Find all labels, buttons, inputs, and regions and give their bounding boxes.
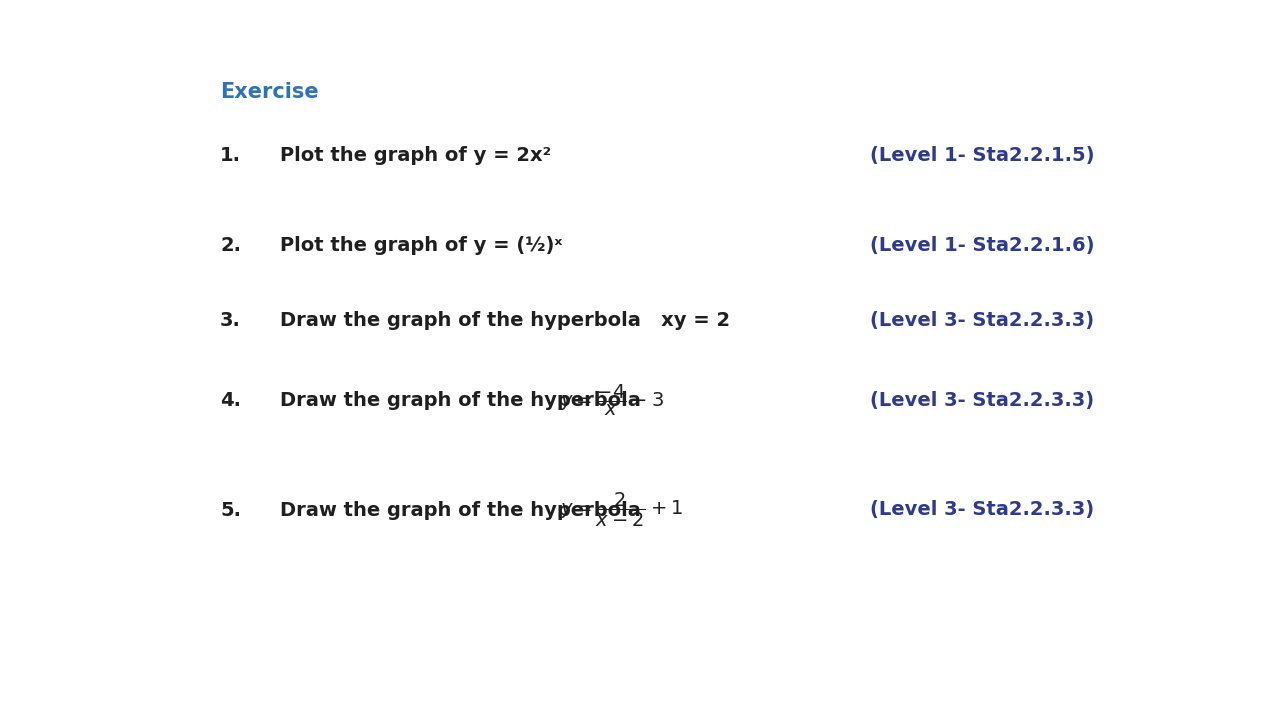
Text: (Level 3- Sta2.2.3.3): (Level 3- Sta2.2.3.3) xyxy=(870,310,1094,330)
Text: Draw the graph of the hyperbola   xy = 2: Draw the graph of the hyperbola xy = 2 xyxy=(280,310,730,330)
Text: $y=\dfrac{-4}{x}-3$: $y=\dfrac{-4}{x}-3$ xyxy=(561,382,664,418)
Text: (Level 1- Sta2.2.1.6): (Level 1- Sta2.2.1.6) xyxy=(870,235,1094,254)
Text: 5.: 5. xyxy=(220,500,241,520)
Text: 1.: 1. xyxy=(220,145,241,164)
Text: $y=\dfrac{2}{x-2}+1$: $y=\dfrac{2}{x-2}+1$ xyxy=(561,491,682,529)
Text: Draw the graph of the hyperbola: Draw the graph of the hyperbola xyxy=(280,390,641,410)
Text: (Level 1- Sta2.2.1.5): (Level 1- Sta2.2.1.5) xyxy=(870,145,1094,164)
Text: Plot the graph of y = (½)ˣ: Plot the graph of y = (½)ˣ xyxy=(280,235,562,254)
Text: (Level 3- Sta2.2.3.3): (Level 3- Sta2.2.3.3) xyxy=(870,390,1094,410)
Text: (Level 3- Sta2.2.3.3): (Level 3- Sta2.2.3.3) xyxy=(870,500,1094,520)
Text: Exercise: Exercise xyxy=(220,82,319,102)
Text: Draw the graph of the hyperbola: Draw the graph of the hyperbola xyxy=(280,500,641,520)
Text: Plot the graph of y = 2x²: Plot the graph of y = 2x² xyxy=(280,145,552,164)
Text: 4.: 4. xyxy=(220,390,241,410)
Text: 3.: 3. xyxy=(220,310,241,330)
Text: 2.: 2. xyxy=(220,235,241,254)
